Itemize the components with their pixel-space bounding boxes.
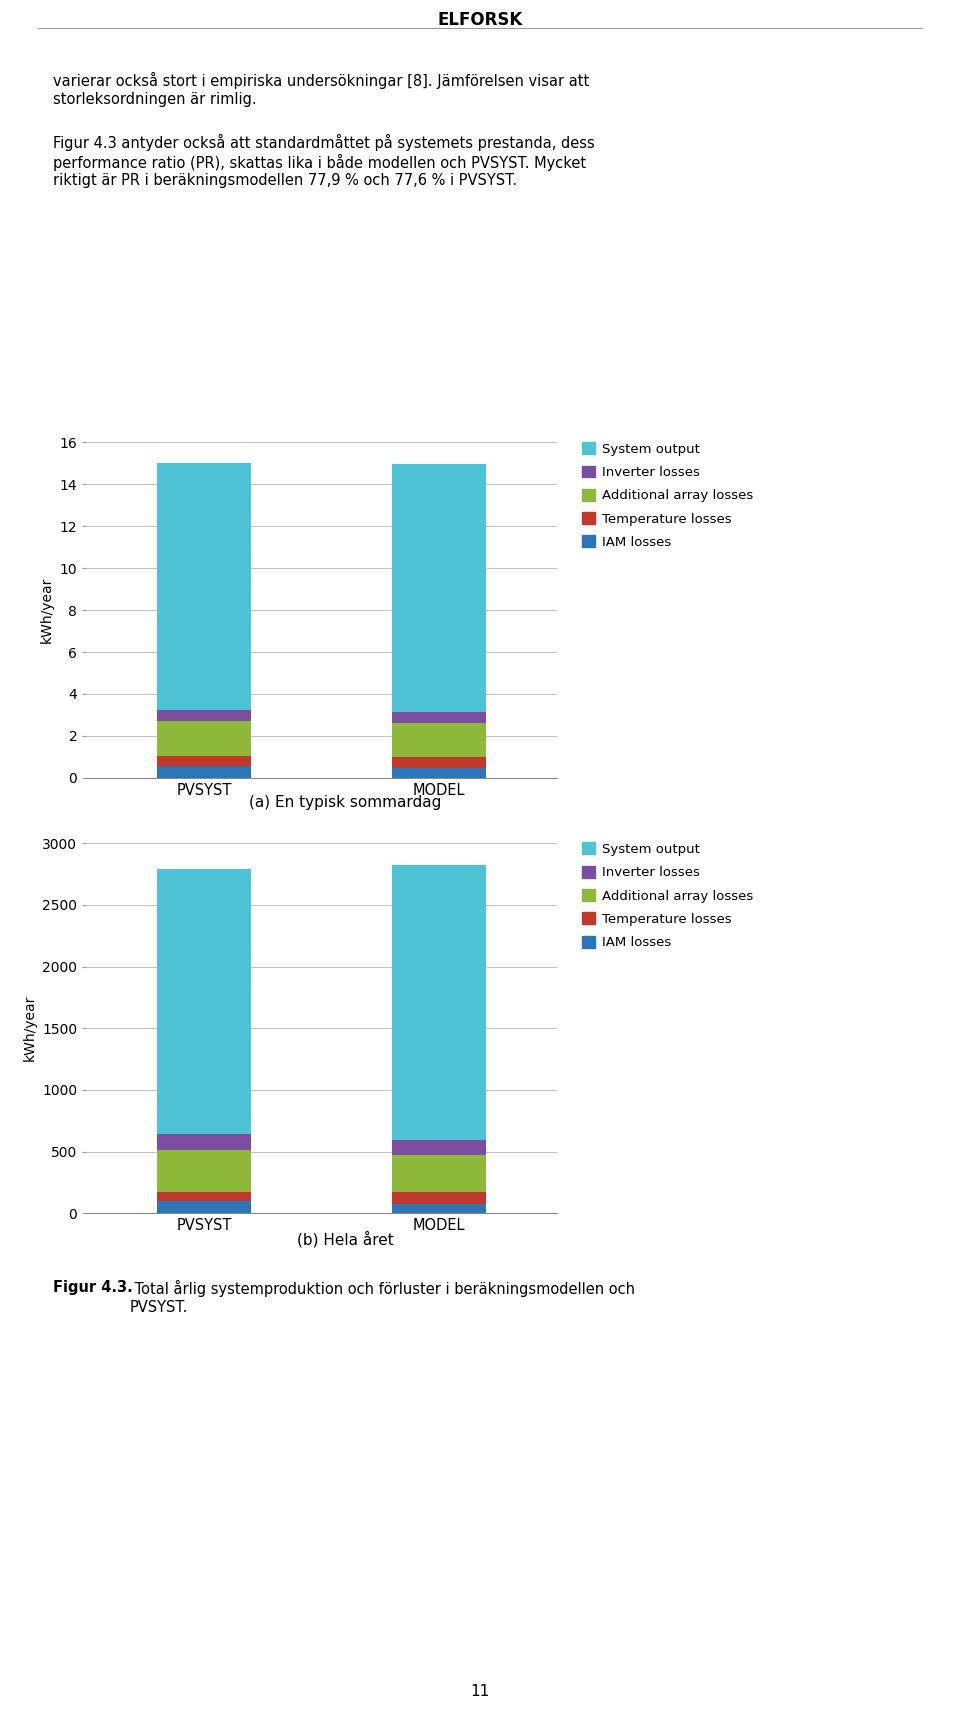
Bar (392, 465, 486, 712)
Bar (157, 1134, 252, 1150)
Bar (392, 769, 486, 778)
Text: ELFORSK: ELFORSK (438, 12, 522, 29)
Text: Figur 4.3 antyder också att standardmåttet på systemets prestanda, dess
performa: Figur 4.3 antyder också att standardmått… (53, 134, 594, 189)
Bar (392, 866, 486, 1139)
Y-axis label: kWh/year: kWh/year (23, 995, 36, 1062)
Text: (a) En typisk sommardag: (a) En typisk sommardag (250, 795, 442, 811)
Bar (157, 766, 252, 778)
Bar (392, 757, 486, 769)
Bar (157, 1150, 252, 1193)
Y-axis label: kWh/year: kWh/year (40, 577, 54, 644)
Text: varierar också stort i empiriska undersökningar [8]. Jämförelsen visar att
storl: varierar också stort i empiriska undersö… (53, 72, 589, 107)
Text: 11: 11 (470, 1683, 490, 1699)
Text: (b) Hela året: (b) Hela året (298, 1231, 394, 1248)
Bar (157, 1201, 252, 1213)
Bar (157, 721, 252, 756)
Bar (157, 1193, 252, 1201)
Bar (392, 723, 486, 757)
Bar (157, 869, 252, 1134)
Bar (157, 709, 252, 721)
Text: Figur 4.3.: Figur 4.3. (53, 1280, 132, 1296)
Bar (392, 1139, 486, 1155)
Bar (157, 756, 252, 766)
Bar (392, 1155, 486, 1193)
Bar (392, 1205, 486, 1213)
Legend: System output, Inverter losses, Additional array losses, Temperature losses, IAM: System output, Inverter losses, Addition… (582, 442, 754, 549)
Legend: System output, Inverter losses, Additional array losses, Temperature losses, IAM: System output, Inverter losses, Addition… (582, 843, 754, 950)
Text: Total årlig systemproduktion och förluster i beräkningsmodellen och
PVSYST.: Total årlig systemproduktion och förlust… (130, 1280, 635, 1315)
Bar (157, 463, 252, 709)
Bar (392, 712, 486, 723)
Bar (392, 1193, 486, 1205)
